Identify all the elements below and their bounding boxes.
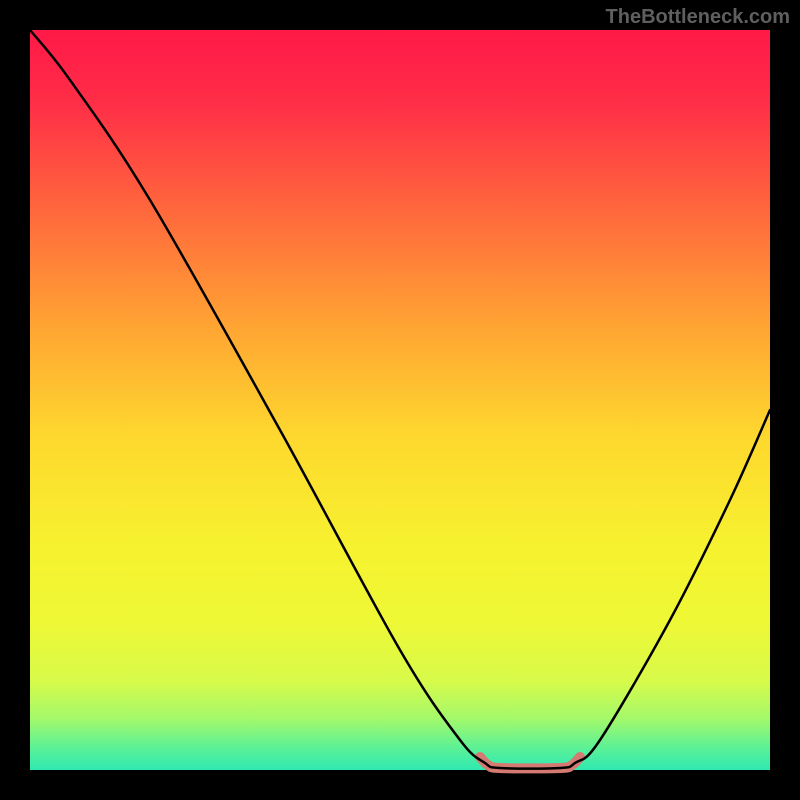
bottleneck-chart: [0, 0, 800, 800]
plot-gradient-area: [30, 30, 770, 770]
watermark-text: TheBottleneck.com: [606, 6, 790, 29]
chart-container: TheBottleneck.com: [0, 0, 800, 800]
